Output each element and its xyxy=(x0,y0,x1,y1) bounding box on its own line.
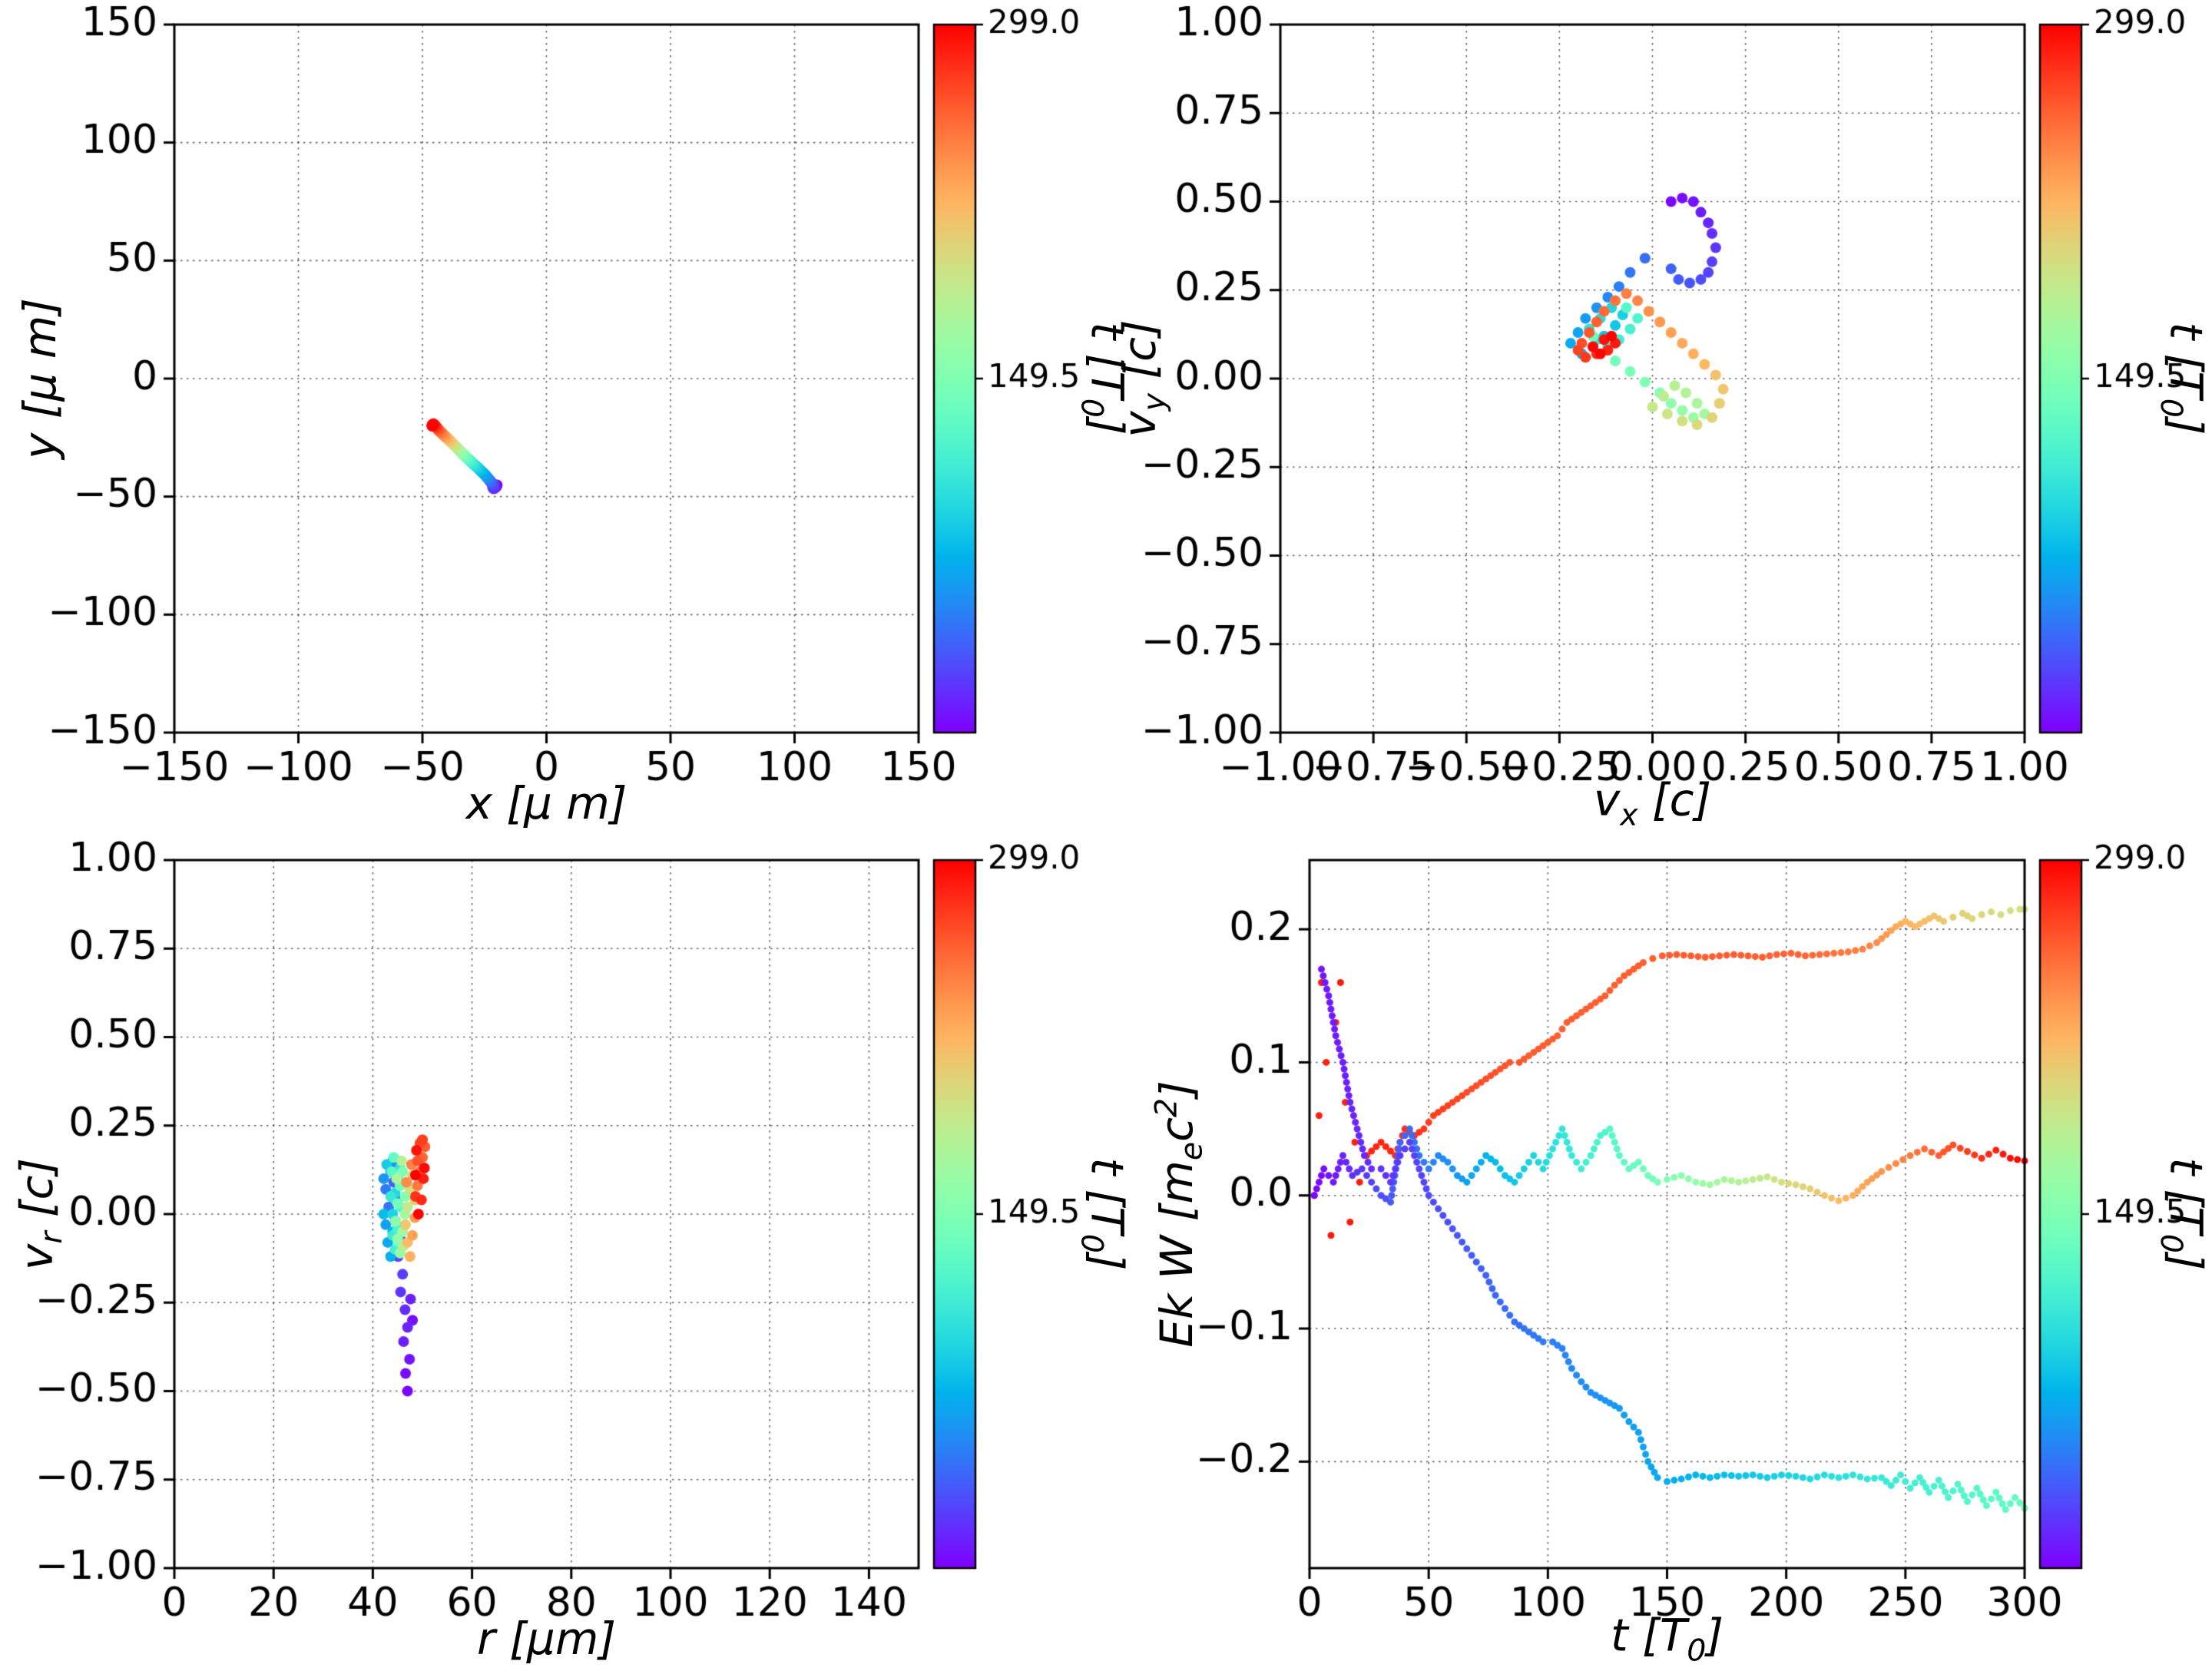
position-xy-plot-canvas xyxy=(0,0,1106,836)
colorbar-label-energy: t [T0] xyxy=(2153,1157,2212,1271)
panel-velocity-vxvy: vx [c] vy [c] t [T0] xyxy=(1106,0,2212,836)
x-axis-label-radial: r [μm] xyxy=(477,1613,616,1665)
energy-history-plot-canvas xyxy=(1106,836,2212,1671)
radial-phase-plot-canvas xyxy=(0,836,1106,1671)
y-axis-label-radial: vr [c] xyxy=(10,1157,70,1271)
y-axis-label-xy: y [μ m] xyxy=(14,298,66,459)
y-axis-label-energy: Ek W [mec2] xyxy=(1148,1080,1210,1348)
panel-energy-history: t [T0] Ek W [mec2] t [T0] xyxy=(1106,836,2212,1671)
colorbar-label-vxvy: t [T0] xyxy=(2153,322,2212,435)
velocity-vxvy-plot-canvas xyxy=(1106,0,2212,836)
panel-radial-phase: r [μm] vr [c] t [T0] xyxy=(0,836,1133,1671)
y-axis-label-vxvy: vy [c] xyxy=(1113,319,1173,438)
x-axis-label-xy: x [μ m] xyxy=(465,777,628,829)
x-axis-label-vxvy: vx [c] xyxy=(1593,773,1712,833)
panel-position-xy: x [μ m] y [μ m] t [T0] xyxy=(0,0,1133,836)
x-axis-label-energy: t [T0] xyxy=(1611,1609,1724,1669)
